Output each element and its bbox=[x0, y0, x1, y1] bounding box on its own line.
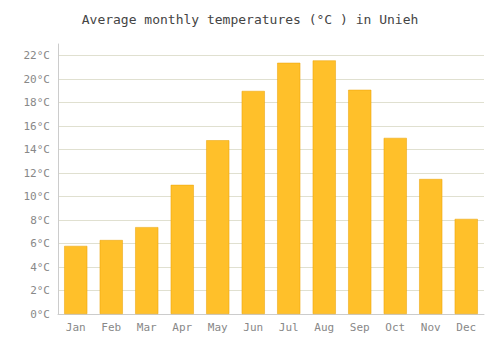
svg-text:Sep: Sep bbox=[350, 321, 370, 334]
svg-text:Jun: Jun bbox=[243, 321, 263, 334]
svg-text:Jul: Jul bbox=[279, 321, 299, 334]
svg-text:Average monthly temperatures (: Average monthly temperatures (°C ) in Un… bbox=[82, 12, 419, 27]
svg-text:Oct: Oct bbox=[385, 321, 405, 334]
svg-text:14°C: 14°C bbox=[24, 143, 51, 156]
svg-text:Feb: Feb bbox=[101, 321, 121, 334]
svg-text:0°C: 0°C bbox=[30, 308, 50, 321]
svg-text:12°C: 12°C bbox=[24, 167, 51, 180]
svg-text:16°C: 16°C bbox=[24, 120, 51, 133]
svg-text:Mar: Mar bbox=[137, 321, 157, 334]
svg-text:Nov: Nov bbox=[421, 321, 441, 334]
svg-text:18°C: 18°C bbox=[24, 96, 51, 109]
svg-text:20°C: 20°C bbox=[24, 73, 51, 86]
svg-text:4°C: 4°C bbox=[30, 261, 50, 274]
svg-text:Apr: Apr bbox=[172, 321, 192, 334]
svg-text:2°C: 2°C bbox=[30, 284, 50, 297]
svg-text:8°C: 8°C bbox=[30, 214, 50, 227]
svg-text:Dec: Dec bbox=[456, 321, 476, 334]
svg-text:Aug: Aug bbox=[314, 321, 334, 334]
svg-text:10°C: 10°C bbox=[24, 190, 51, 203]
svg-text:May: May bbox=[208, 321, 228, 334]
svg-text:6°C: 6°C bbox=[30, 237, 50, 250]
svg-text:22°C: 22°C bbox=[24, 49, 51, 62]
svg-text:Jan: Jan bbox=[66, 321, 86, 334]
